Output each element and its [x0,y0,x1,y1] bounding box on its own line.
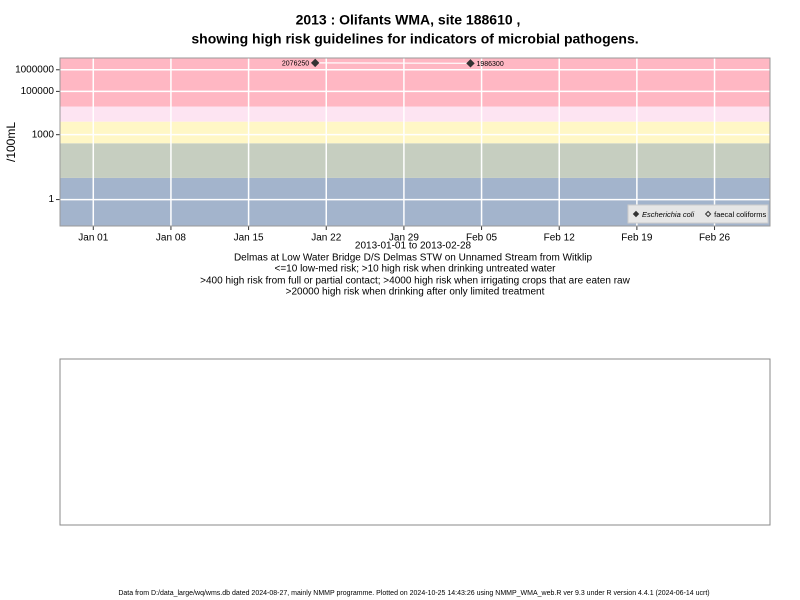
y-tick-label: 100000 [21,86,55,97]
risk-band [60,58,770,107]
risk-band [60,106,770,122]
y-axis-label: /100mL [4,122,18,162]
x-tick-label: Jan 29 [389,233,419,244]
note: <=10 low-med risk; >10 high risk when dr… [275,264,557,275]
x-tick-label: Jan 15 [234,233,264,244]
data-point [466,59,475,68]
x-tick-label: Jan 01 [78,233,108,244]
plot-frame [59,57,771,227]
empty-panel [59,358,771,526]
x-tick-label: Feb 19 [621,233,653,244]
data-label: 1986300 [476,61,503,68]
risk-band [60,143,770,178]
risk-band [60,121,770,144]
y-tick-label: 1 [48,194,54,205]
x-tick-label: Feb 26 [699,233,731,244]
footer: Data from D:/data_large/wq/wms.db dated … [118,590,709,597]
note: Delmas at Low Water Bridge D/S Delmas ST… [234,253,593,264]
y-tick-label: 1000000 [15,64,54,75]
x-tick-label: Jan 22 [311,233,341,244]
x-tick-label: Jan 08 [156,233,186,244]
legend-label: Escherichia coli [642,210,694,219]
x-tick-label: Feb 05 [466,233,498,244]
data-point [310,58,320,68]
x-axis-label: 2013-01-01 to 2013-02-28 [355,241,472,252]
legend-marker [632,210,640,218]
note: >20000 high risk when drinking after onl… [286,287,545,298]
chart-title: 2013 : Olifants WMA, site 188610 , [296,12,521,28]
legend-box [627,204,769,224]
legend-label: faecal coliforms [714,210,766,219]
x-tick-label: Feb 12 [544,233,576,244]
data-label: 2076250 [282,61,309,68]
note: >400 high risk from full or partial cont… [200,276,630,287]
chart-subtitle: showing high risk guidelines for indicat… [191,31,638,47]
y-tick-label: 1000 [32,129,55,140]
legend-marker [704,210,712,218]
